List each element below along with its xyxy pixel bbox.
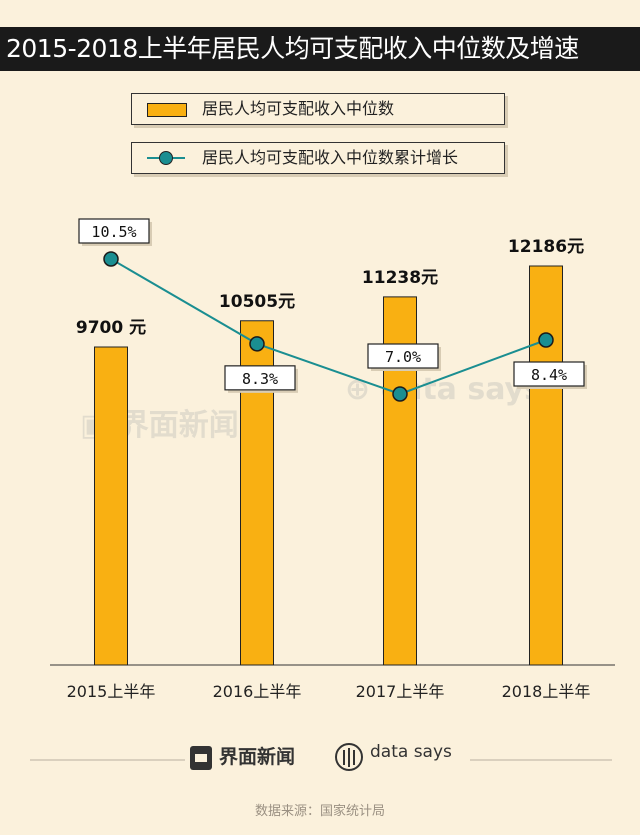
x-tick-label-3: 2018上半年: [502, 682, 591, 701]
watermark-datasays-icon: ⊕: [345, 372, 381, 407]
line-label-box-2: [367, 343, 439, 369]
line-value-label-1: 8.3%: [242, 370, 278, 388]
chart-title: 2015-2018上半年居民人均可支配收入中位数及增速: [0, 27, 640, 71]
bar-value-label-0: 9700 元: [76, 318, 146, 338]
line-value-label-0: 10.5%: [91, 223, 136, 241]
footer-datasays-text: data says: [370, 742, 452, 762]
data-source: 数据来源：国家统计局: [254, 804, 385, 819]
legend-bar-swatch: [147, 103, 187, 117]
legend-line-marker: [159, 151, 173, 165]
legend-bar-label: 居民人均可支配收入中位数: [202, 99, 395, 118]
x-tick-label-0: 2015上半年: [67, 682, 156, 701]
line-label-box-3: [513, 361, 585, 387]
line-label-box-1: [224, 365, 296, 391]
line-point-1: [249, 336, 265, 352]
footer-brand-text: 界面新闻: [219, 746, 296, 768]
bar-value-label-1: 10505元: [219, 292, 295, 312]
watermark-brand-text: 界面新闻: [118, 408, 239, 443]
bar-value-label-2: 11238元: [362, 268, 438, 288]
x-tick-label-2: 2017上半年: [356, 682, 445, 701]
footer-datasays-icon: [335, 743, 363, 771]
line-label-box-0: [78, 218, 150, 244]
line-point-2: [392, 386, 408, 402]
line-value-label-3: 8.4%: [531, 366, 567, 384]
line-series-path: [110, 258, 547, 396]
legend-item-bar: 居民人均可支配收入中位数: [131, 93, 505, 125]
bar-value-label-3: 12186元: [508, 237, 584, 257]
line-point-3: [538, 332, 554, 348]
line-point-0: [103, 251, 119, 267]
bar-0: [94, 346, 128, 666]
x-tick-label-1: 2016上半年: [213, 682, 302, 701]
line-value-label-2: 7.0%: [385, 348, 421, 366]
legend-line-label: 居民人均可支配收入中位数累计增长: [202, 148, 459, 167]
legend-item-line: 居民人均可支配收入中位数累计增长: [131, 142, 505, 174]
